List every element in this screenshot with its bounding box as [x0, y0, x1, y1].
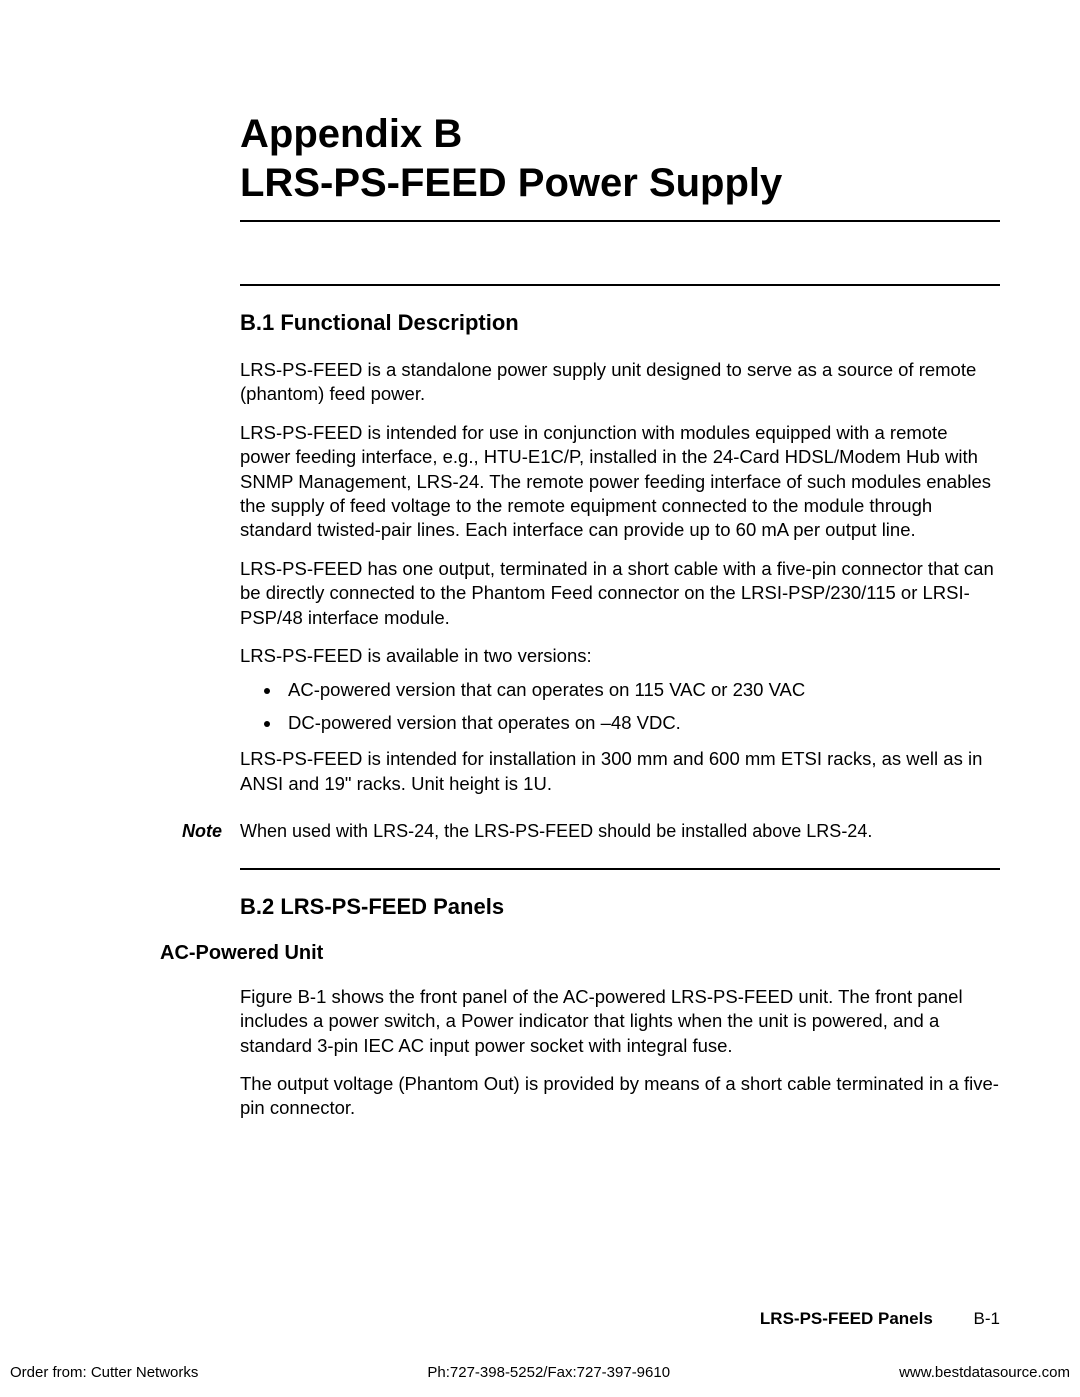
footer-center: Ph:727-398-5252/Fax:727-397-9610 [427, 1364, 670, 1381]
section2-p1: Figure B-1 shows the front panel of the … [240, 985, 1000, 1058]
title-line2: LRS-PS-FEED Power Supply [240, 158, 1000, 216]
section1-p1: LRS-PS-FEED is a standalone power supply… [240, 358, 1000, 407]
section2-p2: The output voltage (Phantom Out) is prov… [240, 1072, 1000, 1121]
title-line1: Appendix B [240, 110, 1000, 158]
note-label: Note [80, 820, 240, 844]
section1-versions-intro: LRS-PS-FEED is available in two versions… [240, 644, 1000, 668]
section1-bullets: AC-powered version that can operates on … [240, 678, 1000, 735]
section2-subheading: AC-Powered Unit [160, 942, 1000, 965]
note-block: Note When used with LRS-24, the LRS-PS-F… [80, 820, 1000, 844]
section1-p3: LRS-PS-FEED has one output, terminated i… [240, 557, 1000, 630]
section1-p2: LRS-PS-FEED is intended for use in conju… [240, 421, 1000, 543]
footer-left: Order from: Cutter Networks [10, 1364, 198, 1381]
bottom-bar: Order from: Cutter Networks Ph:727-398-5… [0, 1364, 1080, 1381]
footer-section-name: LRS-PS-FEED Panels [760, 1309, 933, 1328]
section2-heading: B.2 LRS-PS-FEED Panels [240, 894, 1000, 920]
footer-meta: LRS-PS-FEED Panels B-1 [760, 1309, 1000, 1329]
bullet-item: DC-powered version that operates on –48 … [282, 711, 1000, 735]
footer-right: www.bestdatasource.com [899, 1364, 1070, 1381]
bullet-item: AC-powered version that can operates on … [282, 678, 1000, 702]
footer-page-number: B-1 [974, 1309, 1000, 1328]
note-text: When used with LRS-24, the LRS-PS-FEED s… [240, 820, 1000, 844]
section2-rule [240, 868, 1000, 870]
title-rule [240, 220, 1000, 222]
section1-p4: LRS-PS-FEED is intended for installation… [240, 747, 1000, 796]
appendix-title: Appendix B LRS-PS-FEED Power Supply [240, 110, 1000, 222]
section1-rule [240, 284, 1000, 286]
section1-heading: B.1 Functional Description [240, 310, 1000, 336]
